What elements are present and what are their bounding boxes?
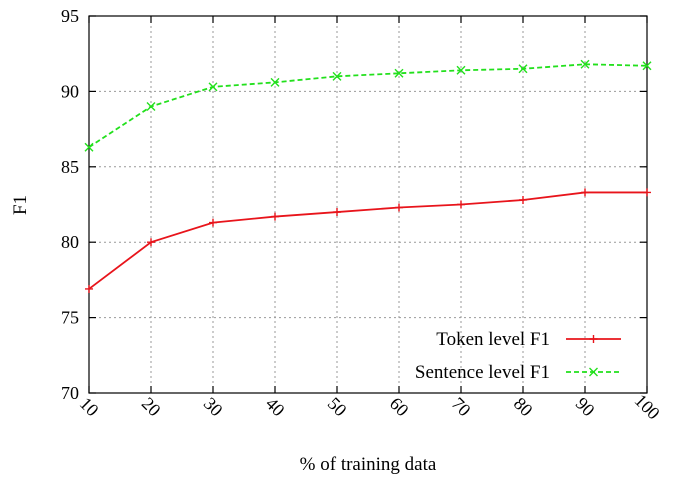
- x-tick-label: 30: [200, 393, 227, 420]
- axis-ticks: 70 75 80 85 90 95 10 20 30 40 50 60 70 80 90 100: [61, 6, 664, 423]
- x-tick-label: 80: [510, 393, 537, 420]
- y-tick-label: 85: [61, 157, 79, 177]
- y-tick-label: 70: [61, 383, 79, 403]
- data-point: [394, 68, 404, 78]
- data-point: [208, 82, 218, 92]
- x-tick-label: 100: [631, 390, 664, 423]
- data-point: [395, 203, 403, 212]
- data-point: [457, 200, 465, 209]
- data-point: [146, 101, 156, 111]
- data-point: [518, 64, 528, 74]
- data-point: [271, 212, 279, 221]
- legend: Token level F1 Sentence level F1: [415, 329, 621, 383]
- x-tick-label: 10: [76, 393, 103, 420]
- data-point: [333, 208, 341, 217]
- series-line: [88, 63, 648, 148]
- data-point: [84, 142, 94, 152]
- data-point: [270, 77, 280, 87]
- x-tick-label: 40: [262, 393, 289, 420]
- legend-marker: [589, 367, 598, 377]
- legend-label: Token level F1: [436, 329, 550, 350]
- legend-label: Sentence level F1: [415, 362, 550, 383]
- x-tick-label: 70: [448, 393, 475, 420]
- x-axis-title: % of training data: [300, 454, 437, 475]
- y-tick-label: 95: [61, 6, 79, 26]
- legend-marker: [589, 335, 598, 343]
- y-tick-label: 75: [61, 308, 79, 328]
- x-tick-label: 60: [386, 393, 413, 420]
- y-axis-title: F1: [10, 195, 31, 215]
- series-token-level-f1: [85, 188, 651, 293]
- series-sentence-level-f1: [84, 59, 652, 152]
- plot-frame: [88, 15, 648, 394]
- data-point: [580, 59, 590, 69]
- series-layer: [84, 59, 652, 293]
- y-tick-label: 80: [61, 232, 79, 252]
- y-tick-label: 90: [61, 81, 79, 101]
- data-point: [209, 218, 217, 227]
- data-point: [456, 65, 466, 75]
- data-point: [147, 238, 155, 247]
- data-point: [332, 71, 342, 81]
- x-tick-label: 90: [572, 393, 599, 420]
- series-line: [88, 191, 647, 290]
- data-point: [85, 284, 93, 293]
- grid: [89, 16, 647, 393]
- data-point: [642, 61, 652, 71]
- x-tick-label: 50: [324, 393, 351, 420]
- data-point: [519, 195, 527, 204]
- x-tick-label: 20: [138, 393, 165, 420]
- data-point: [581, 188, 589, 197]
- data-point: [643, 188, 651, 197]
